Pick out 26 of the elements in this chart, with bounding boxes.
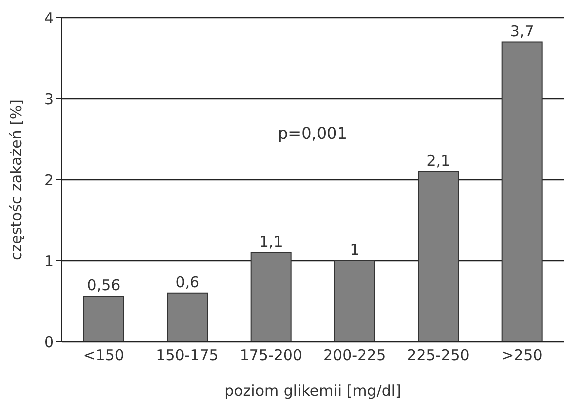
data-label: 1	[350, 241, 360, 259]
x-tick-label: >250	[502, 346, 543, 365]
bar	[334, 260, 376, 342]
x-tick-label: 150-175	[156, 346, 219, 365]
y-tick-label: 4	[44, 9, 54, 28]
x-tick-label: 225-250	[407, 346, 470, 365]
x-axis-title: poziom glikemii [mg/dl]	[224, 382, 402, 400]
data-label: 0,56	[87, 276, 121, 295]
x-tick-label: 200-225	[323, 346, 386, 365]
y-tick-label: 0	[44, 333, 54, 352]
data-label: 1,1	[259, 232, 284, 251]
bar	[502, 42, 543, 342]
y-tick-label: 3	[44, 90, 54, 108]
annotation: p=0,001	[278, 124, 348, 143]
data-label: 3,7	[510, 22, 534, 40]
bar	[250, 252, 292, 342]
y-tick-label: 1	[44, 252, 54, 270]
x-tick-label: 175-200	[240, 346, 303, 365]
bar	[167, 292, 208, 342]
data-label: 2,1	[426, 152, 451, 170]
y-axis-title: częstośc zakażeń [%]	[7, 99, 26, 261]
bar	[84, 296, 124, 342]
data-label: 0,6	[176, 273, 200, 292]
y-tick-label: 2	[44, 171, 54, 190]
bar	[418, 171, 460, 342]
x-tick-label: <150	[83, 346, 124, 365]
